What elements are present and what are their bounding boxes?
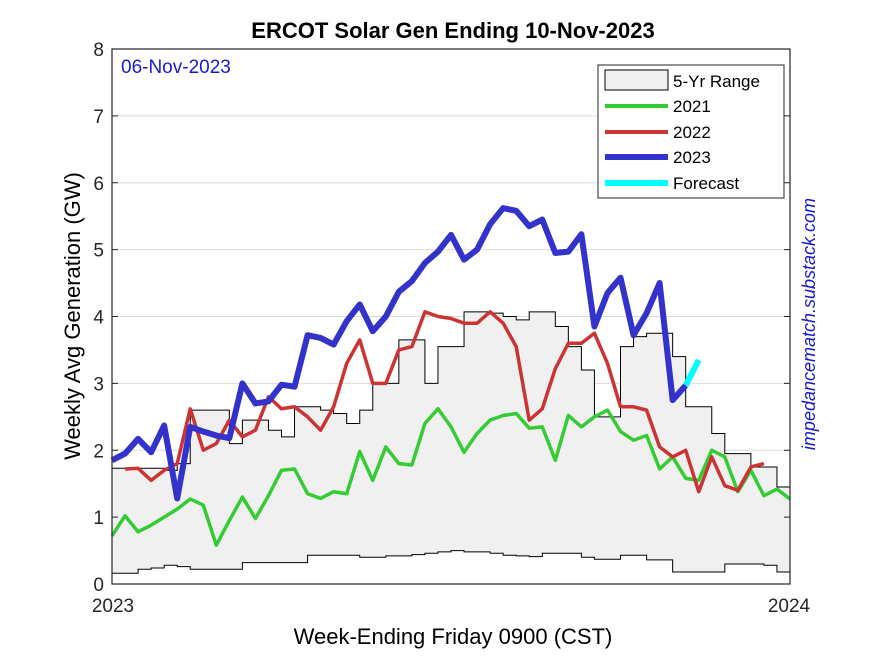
legend-label-2022: 2022 <box>673 123 711 142</box>
y-tick-label: 1 <box>93 508 104 529</box>
chart-title: ERCOT Solar Gen Ending 10-Nov-2023 <box>251 18 654 43</box>
annotation-date: 06-Nov-2023 <box>121 57 231 78</box>
legend-swatch-range <box>604 69 669 91</box>
series-line-forecast <box>683 358 702 387</box>
series-line-2023 <box>110 205 688 502</box>
watermark-url: impedancematch.substack.com <box>799 198 819 450</box>
five-year-range-upper <box>112 311 791 488</box>
y-tick-label: 3 <box>93 374 104 395</box>
five-year-range-lower <box>112 550 791 574</box>
y-tick-label: 8 <box>93 40 104 61</box>
x-axis-label: Week-Ending Friday 0900 (CST) <box>294 624 613 649</box>
y-tick-label: 0 <box>93 575 104 596</box>
y-tick-label: 7 <box>93 107 104 128</box>
y-tick-label: 5 <box>93 241 104 262</box>
legend: 5-Yr Range 2021 2022 2023 Forecast <box>597 64 785 199</box>
series-line-2021 <box>110 407 792 547</box>
x-tick-start: 2023 <box>92 596 134 617</box>
legend-label-range: 5-Yr Range <box>673 72 760 91</box>
y-axis-ticks <box>112 48 790 585</box>
legend-label-forecast: Forecast <box>673 174 739 193</box>
y-tick-label: 4 <box>93 308 104 329</box>
x-tick-end: 2024 <box>768 596 811 617</box>
y-tick-label: 6 <box>93 174 104 195</box>
y-tick-label: 2 <box>93 441 104 462</box>
series-lines <box>110 205 792 547</box>
legend-label-2021: 2021 <box>673 97 711 116</box>
legend-label-2023: 2023 <box>673 148 711 167</box>
y-axis-label: Weekly Avg Generation (GW) <box>60 172 85 460</box>
